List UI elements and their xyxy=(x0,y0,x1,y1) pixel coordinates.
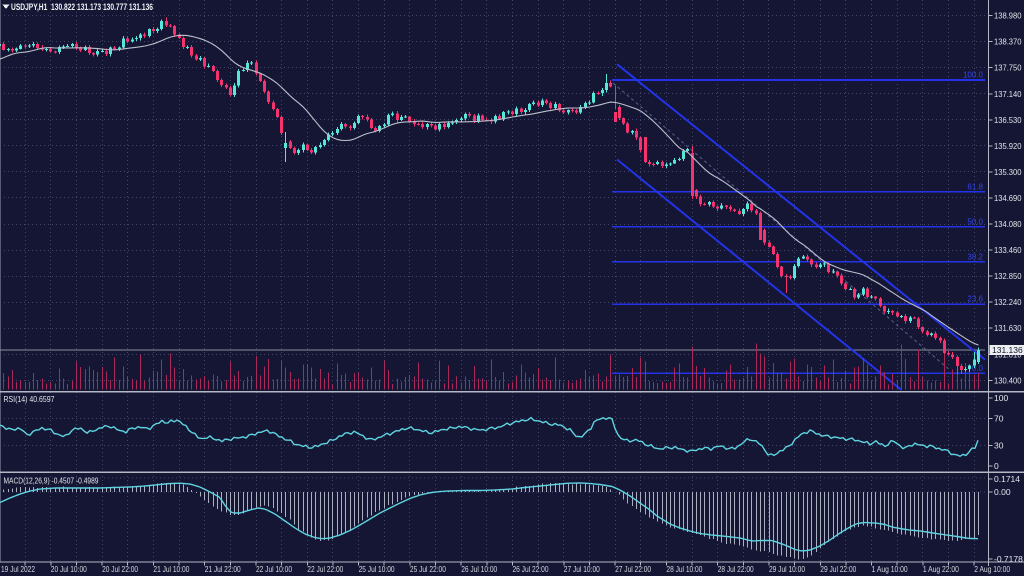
svg-text:134.690: 134.690 xyxy=(994,193,1022,203)
svg-text:2 Aug 10:00: 2 Aug 10:00 xyxy=(974,564,1010,574)
svg-text:138.980: 138.980 xyxy=(994,11,1022,21)
svg-text:134.080: 134.080 xyxy=(994,219,1022,229)
svg-text:19 Jul 2022: 19 Jul 2022 xyxy=(1,564,35,574)
svg-text:26 Jul 10:00: 26 Jul 10:00 xyxy=(461,564,497,574)
svg-text:135.920: 135.920 xyxy=(994,141,1022,151)
svg-text:21 Jul 22:00: 21 Jul 22:00 xyxy=(205,564,241,574)
svg-text:137.750: 137.750 xyxy=(994,63,1022,73)
svg-text:0: 0 xyxy=(994,461,999,471)
svg-text:RSI(14) 40.6597: RSI(14) 40.6597 xyxy=(4,395,55,404)
svg-text:-0.7178: -0.7178 xyxy=(994,554,1023,564)
svg-text:29 Jul 22:00: 29 Jul 22:00 xyxy=(820,564,856,574)
svg-text:20 Jul 10:00: 20 Jul 10:00 xyxy=(51,564,87,574)
svg-text:132.850: 132.850 xyxy=(994,271,1022,281)
svg-text:20 Jul 22:00: 20 Jul 22:00 xyxy=(102,564,138,574)
svg-text:135.300: 135.300 xyxy=(994,167,1022,177)
svg-text:1 Aug 22:00: 1 Aug 22:00 xyxy=(923,564,959,574)
svg-text:28 Jul 22:00: 28 Jul 22:00 xyxy=(718,564,754,574)
svg-text:137.140: 137.140 xyxy=(994,89,1022,99)
svg-text:30: 30 xyxy=(994,441,1004,451)
svg-text:133.460: 133.460 xyxy=(994,245,1022,255)
svg-text:138.370: 138.370 xyxy=(994,37,1022,47)
svg-text:131.136: 131.136 xyxy=(992,345,1023,355)
svg-text:29 Jul 10:00: 29 Jul 10:00 xyxy=(769,564,805,574)
svg-text:136.530: 136.530 xyxy=(994,115,1022,125)
svg-text:38.2: 38.2 xyxy=(967,252,983,261)
svg-text:MACD(12,26,9) -0.4507 -0.4989: MACD(12,26,9) -0.4507 -0.4989 xyxy=(4,477,99,486)
svg-text:50.0: 50.0 xyxy=(967,217,983,226)
svg-text:70: 70 xyxy=(994,413,1004,423)
svg-text:27 Jul 22:00: 27 Jul 22:00 xyxy=(615,564,651,574)
svg-text:26 Jul 22:00: 26 Jul 22:00 xyxy=(513,564,549,574)
svg-text:25 Jul 22:00: 25 Jul 22:00 xyxy=(410,564,446,574)
svg-text:130.400: 130.400 xyxy=(994,375,1022,385)
svg-text:23.6: 23.6 xyxy=(967,295,983,304)
svg-text:0.0: 0.0 xyxy=(972,364,984,373)
svg-text:100.0: 100.0 xyxy=(963,71,984,80)
svg-text:21 Jul 10:00: 21 Jul 10:00 xyxy=(153,564,189,574)
svg-text:100: 100 xyxy=(994,393,1008,403)
svg-text:27 Jul 10:00: 27 Jul 10:00 xyxy=(564,564,600,574)
svg-text:28 Jul 10:00: 28 Jul 10:00 xyxy=(666,564,702,574)
svg-text:61.8: 61.8 xyxy=(967,182,983,191)
svg-text:0.00: 0.00 xyxy=(994,487,1011,497)
svg-text:131.630: 131.630 xyxy=(994,323,1022,333)
svg-text:22 Jul 10:00: 22 Jul 10:00 xyxy=(256,564,292,574)
svg-text:0.1714: 0.1714 xyxy=(994,474,1020,484)
svg-text:132.240: 132.240 xyxy=(994,297,1022,307)
svg-text:USDJPY,H1 130.822 131.173 130: USDJPY,H1 130.822 131.173 130.777 131.13… xyxy=(11,2,153,12)
svg-text:25 Jul 10:00: 25 Jul 10:00 xyxy=(359,564,395,574)
svg-text:1 Aug 10:00: 1 Aug 10:00 xyxy=(872,564,908,574)
svg-text:22 Jul 22:00: 22 Jul 22:00 xyxy=(307,564,343,574)
